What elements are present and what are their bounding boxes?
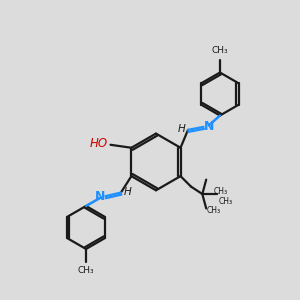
Text: N: N (204, 120, 214, 133)
Text: CH₃: CH₃ (78, 266, 94, 275)
Text: CH₃: CH₃ (207, 206, 221, 215)
Text: HO: HO (90, 137, 108, 150)
Text: CH₃: CH₃ (218, 197, 232, 206)
Text: CH₃: CH₃ (212, 46, 228, 55)
Text: CH₃: CH₃ (214, 187, 228, 196)
Text: N: N (94, 190, 105, 203)
Text: H: H (124, 187, 131, 197)
Text: H: H (178, 124, 185, 134)
